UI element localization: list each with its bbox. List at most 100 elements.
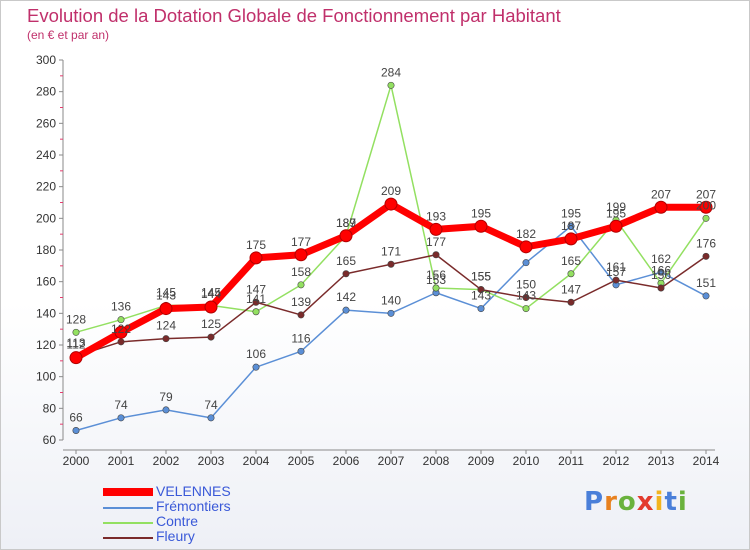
data-point (297, 347, 305, 355)
x-tick-label: 2013 (648, 454, 675, 468)
chart-axes: 60 80 100 120 140 160 180 200 220 240 260 280 300 200… (36, 53, 720, 468)
data-label: 195 (471, 206, 491, 220)
data-label: 193 (426, 209, 446, 223)
data-point (564, 232, 578, 246)
data-point (72, 426, 80, 434)
y-tick-label: 80 (43, 401, 57, 415)
data-label: 155 (471, 270, 491, 284)
logo-letter: x (636, 487, 655, 517)
logo-letter: i (677, 487, 688, 517)
data-label: 209 (381, 184, 401, 198)
x-tick-label: 2012 (603, 454, 630, 468)
data-point (477, 286, 485, 294)
x-tick-label: 2004 (243, 454, 270, 468)
logo-letter: t (664, 487, 678, 517)
logo-letter: i (654, 487, 665, 517)
x-tick-label: 2008 (423, 454, 450, 468)
x-tick-label: 2005 (288, 454, 315, 468)
data-point (207, 333, 215, 341)
y-tick-label: 100 (36, 370, 56, 384)
y-tick-label: 120 (36, 338, 56, 352)
data-label: 176 (696, 236, 716, 250)
data-label: 199 (606, 200, 626, 214)
data-label: 147 (561, 282, 581, 296)
data-label: 155 (471, 270, 491, 284)
data-point (609, 219, 623, 233)
data-point (567, 270, 575, 278)
legend-item-velennes: VELENNES (103, 483, 343, 500)
data-point (519, 240, 533, 254)
x-tick-label: 2000 (63, 454, 90, 468)
chart-subtitle: (en € et par an) (27, 28, 110, 42)
data-point (387, 309, 395, 317)
data-point (702, 292, 710, 300)
y-tick-label: 200 (36, 211, 56, 225)
data-label: 116 (291, 331, 310, 345)
data-label: 166 (651, 263, 671, 277)
logo-letter: o (617, 487, 637, 517)
data-point (252, 308, 260, 316)
data-label: 177 (426, 235, 446, 249)
data-point (522, 259, 530, 267)
data-label: 79 (159, 390, 173, 404)
data-label: 156 (426, 268, 446, 282)
data-point (657, 284, 665, 292)
data-label: 150 (516, 278, 536, 292)
data-label: 128 (66, 312, 86, 326)
data-label: 145 (156, 285, 176, 299)
x-tick-label: 2011 (558, 454, 584, 468)
data-point (117, 338, 125, 346)
data-label: 113 (66, 336, 85, 350)
legend-label: Frémontiers (156, 498, 231, 514)
data-label: 142 (336, 290, 356, 304)
data-point (207, 414, 215, 422)
legend-label: VELENNES (156, 483, 231, 499)
data-point (297, 311, 305, 319)
y-tick-label: 240 (36, 148, 56, 162)
y-tick-label: 260 (36, 116, 56, 130)
logo-letter: r (604, 487, 618, 517)
data-point (612, 276, 620, 284)
data-point (114, 325, 128, 339)
data-point (297, 281, 305, 289)
data-label: 165 (561, 254, 581, 268)
data-label: 66 (69, 411, 83, 425)
data-label: 182 (516, 227, 536, 241)
data-label: 151 (696, 276, 716, 290)
x-tick-label: 2006 (333, 454, 360, 468)
data-point (252, 298, 260, 306)
legend-item-fremontiers: Frémontiers (103, 498, 343, 515)
data-point (387, 260, 395, 268)
data-label: 124 (156, 319, 176, 333)
data-label: 187 (336, 216, 356, 230)
data-label: 106 (246, 347, 266, 361)
data-label: 136 (111, 300, 131, 314)
data-point (387, 81, 395, 89)
data-point (339, 229, 353, 243)
data-point (567, 298, 575, 306)
data-point (702, 214, 710, 222)
data-label: 162 (651, 252, 671, 266)
data-point (342, 306, 350, 314)
legend-swatch (103, 537, 153, 539)
data-point (162, 406, 170, 414)
data-point (477, 305, 485, 313)
data-label: 112 (66, 338, 85, 352)
y-tick-label: 140 (36, 306, 56, 320)
legend-swatch (103, 522, 153, 524)
x-tick-label: 2003 (198, 454, 225, 468)
data-point (249, 251, 263, 265)
data-label: 284 (381, 65, 401, 79)
data-point (72, 328, 80, 336)
data-point (117, 316, 125, 324)
data-point (432, 251, 440, 259)
data-point (342, 270, 350, 278)
data-point (522, 293, 530, 301)
data-label: 139 (291, 295, 311, 309)
data-label: 207 (696, 187, 716, 201)
data-label: 156 (651, 268, 671, 282)
chart-legend: VELENNES Frémontiers Contre Fleury (103, 483, 343, 545)
data-label: 153 (426, 273, 446, 287)
x-tick-label: 2009 (468, 454, 495, 468)
